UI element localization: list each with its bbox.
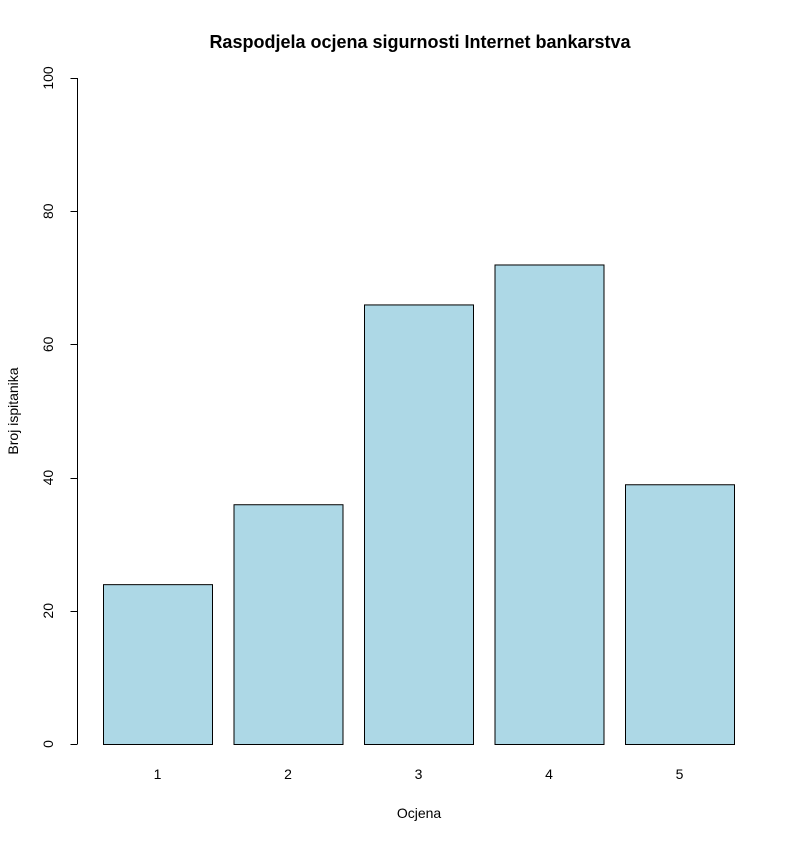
y-tick-label: 40 [40,470,56,486]
bar-5 [625,484,735,745]
bar-1 [103,584,213,745]
y-tick-label: 80 [40,203,56,219]
bar-2 [233,504,344,745]
x-axis-tick-labels: 1 2 3 4 5 [154,766,684,782]
x-tick-label: 5 [676,766,684,782]
bar-4 [494,264,605,745]
chart-title: Raspodjela ocjena sigurnosti Internet ba… [209,32,631,52]
y-tick-label: 20 [40,603,56,619]
y-axis-label: Broj ispitanika [5,367,21,454]
x-tick-label: 3 [415,766,423,782]
y-axis: 0 20 40 60 80 100 [40,66,78,748]
y-tick-label: 60 [40,336,56,352]
x-axis-label: Ocjena [397,805,442,821]
bars-group [103,264,735,745]
bar-3 [364,304,474,745]
x-tick-label: 2 [284,766,292,782]
y-tick-label: 100 [40,66,56,90]
x-tick-label: 1 [154,766,162,782]
y-tick-label: 0 [40,740,56,748]
x-tick-label: 4 [545,766,553,782]
